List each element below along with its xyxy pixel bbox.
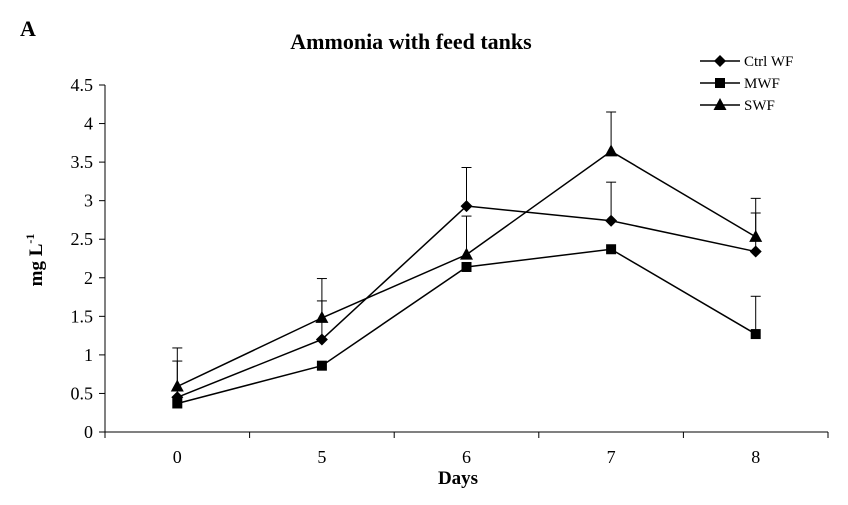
y-tick-label: 0.5 xyxy=(71,383,94,403)
x-tick-label: 7 xyxy=(607,447,616,467)
data-point-swf xyxy=(315,310,329,323)
series-line-mwf xyxy=(177,248,757,405)
data-point-mwf xyxy=(750,329,761,340)
x-axis-label: Days xyxy=(438,468,478,489)
x-tick-label: 0 xyxy=(173,447,182,467)
legend-label: SWF xyxy=(744,98,775,114)
data-point-ctrl-wf xyxy=(315,333,328,346)
legend-item-swf: SWF xyxy=(700,98,775,114)
y-tick-label: 4.5 xyxy=(71,75,94,95)
y-tick-label: 4 xyxy=(84,114,93,134)
data-point-swf xyxy=(604,144,618,157)
legend-marker xyxy=(715,78,725,88)
y-tick-label: 2 xyxy=(84,268,93,288)
y-axis-label-superscript: -1 xyxy=(23,234,37,244)
legend-item-ctrl-wf: Ctrl WF xyxy=(700,54,793,70)
data-point-ctrl-wf xyxy=(460,200,473,213)
data-point-mwf xyxy=(172,398,183,409)
x-tick-label: 5 xyxy=(317,447,326,467)
chart-title: Ammonia with feed tanks xyxy=(290,29,532,54)
data-point-swf xyxy=(170,379,184,392)
x-tick-label: 8 xyxy=(751,447,760,467)
series-layer xyxy=(170,111,763,409)
data-point-ctrl-wf xyxy=(749,245,762,258)
y-tick-label: 2.5 xyxy=(71,229,94,249)
data-point-mwf xyxy=(461,261,472,272)
axes: 0 0.5 1 1.5 2 2.5 3 3.5 4 4.5 0 5 6 7 8 xyxy=(71,75,829,467)
y-axis-label: mg L-1 xyxy=(23,234,47,287)
legend-marker xyxy=(714,55,726,67)
data-point-swf xyxy=(460,247,473,260)
y-tick-label: 3.5 xyxy=(71,152,94,172)
y-axis-label-main: mg L xyxy=(26,244,47,287)
data-point-swf xyxy=(749,229,763,242)
panel-label: A xyxy=(20,16,36,41)
legend-marker xyxy=(713,98,727,110)
legend-label: Ctrl WF xyxy=(744,54,793,70)
y-tick-label: 1.5 xyxy=(71,306,94,326)
y-tick-label: 3 xyxy=(84,191,93,211)
series-swf xyxy=(170,111,763,392)
x-tick-label: 6 xyxy=(462,447,471,467)
y-tick-label: 0 xyxy=(84,422,93,442)
data-point-mwf xyxy=(316,360,327,371)
data-point-mwf xyxy=(606,244,617,255)
series-mwf xyxy=(172,244,761,409)
data-point-ctrl-wf xyxy=(605,214,618,227)
legend: Ctrl WF MWF SWF xyxy=(700,54,793,114)
legend-label: MWF xyxy=(744,76,780,92)
legend-item-mwf: MWF xyxy=(700,76,780,92)
y-tick-label: 1 xyxy=(84,345,93,365)
